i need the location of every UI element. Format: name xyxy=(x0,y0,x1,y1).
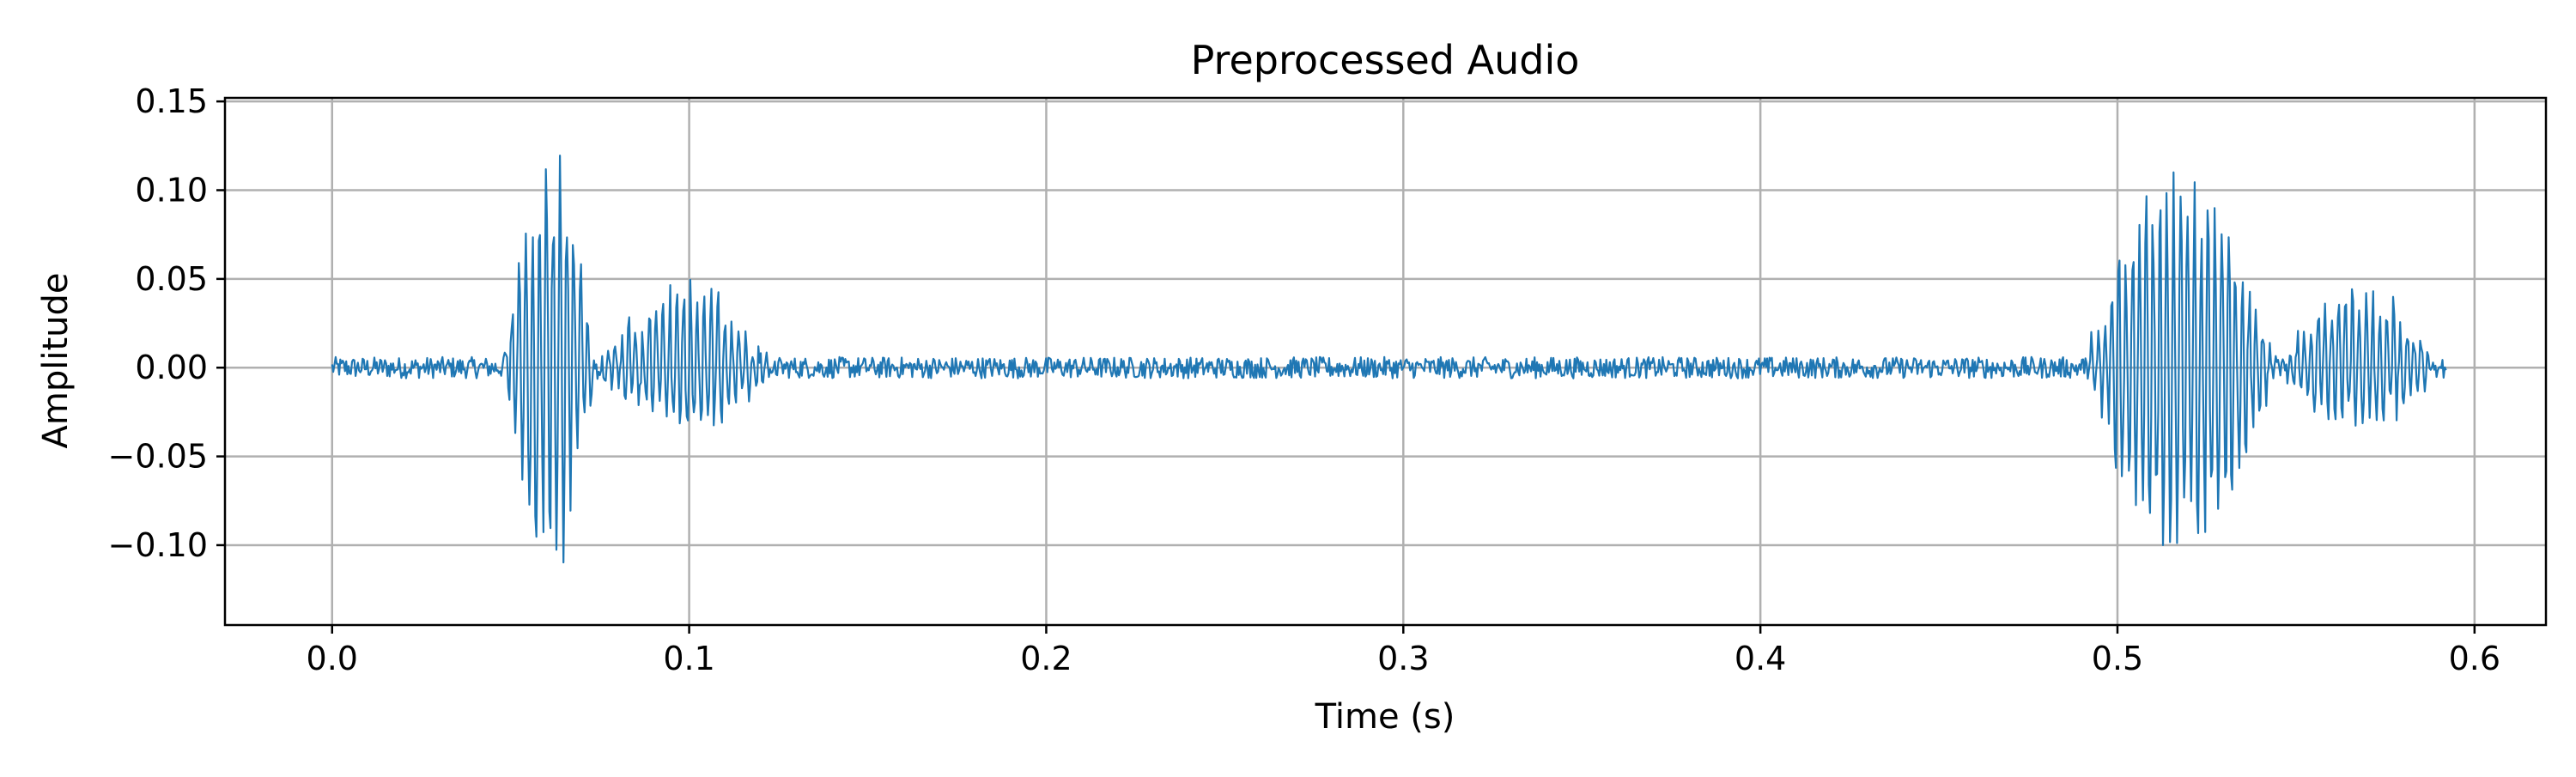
y-tick-label: 0.05 xyxy=(135,260,208,298)
y-tick-label: −0.05 xyxy=(108,438,208,476)
chart-title: Preprocessed Audio xyxy=(1191,37,1580,83)
x-tick-label: 0.1 xyxy=(663,640,714,677)
y-tick-label: −0.10 xyxy=(108,526,208,564)
x-tick-label: 0.6 xyxy=(2449,640,2500,677)
y-tick-label: 0.00 xyxy=(135,349,208,386)
x-tick-label: 0.3 xyxy=(1377,640,1429,677)
y-tick-label: 0.15 xyxy=(135,82,208,120)
y-axis-ticks: −0.10 −0.05 0.00 0.05 0.10 0.15 xyxy=(108,82,225,564)
x-tick-label: 0.5 xyxy=(2092,640,2143,677)
series-layer xyxy=(331,155,2447,564)
plot-area-frame xyxy=(223,96,2548,627)
x-axis-ticks: 0.0 0.1 0.2 0.3 0.4 0.5 0.6 xyxy=(307,625,2500,677)
waveform-series-line xyxy=(331,155,2447,564)
x-axis-label: Time (s) xyxy=(1315,697,1455,737)
x-tick-label: 0.0 xyxy=(307,640,358,677)
x-tick-label: 0.4 xyxy=(1735,640,1786,677)
x-tick-label: 0.2 xyxy=(1020,640,1072,677)
y-tick-label: 0.10 xyxy=(135,172,208,209)
y-axis-label: Amplitude xyxy=(36,273,76,449)
